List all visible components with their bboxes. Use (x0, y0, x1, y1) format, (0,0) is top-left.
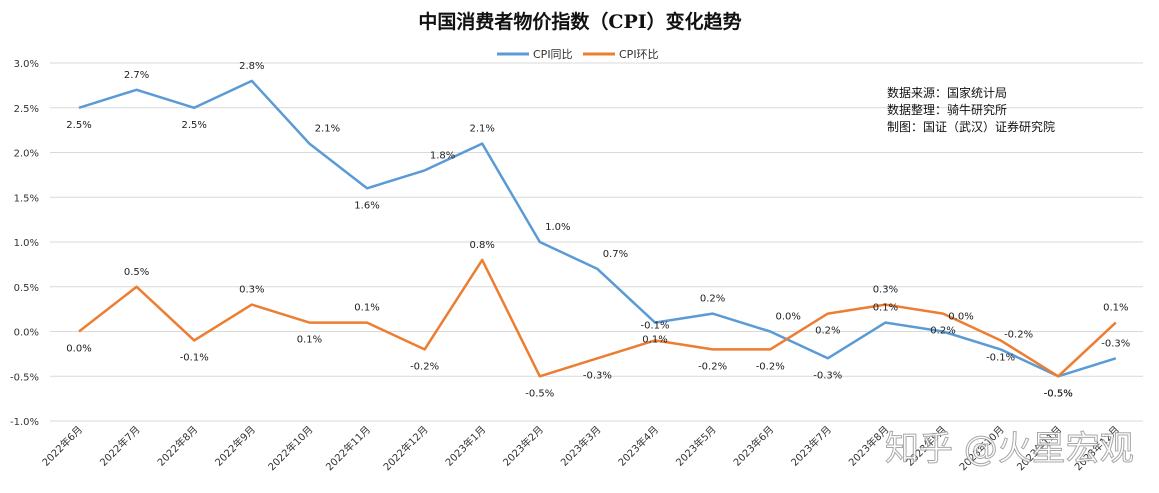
data-label-mom: -0.5% (525, 388, 554, 399)
legend-label-mom: CPI环比 (619, 48, 659, 61)
y-tick-label: 1.5% (14, 193, 39, 204)
data-label-mom: -0.2% (756, 361, 785, 372)
data-label-mom: -0.5% (1044, 388, 1073, 399)
data-label-mom: 0.3% (239, 285, 264, 296)
data-label-yoy: -0.3% (813, 370, 842, 381)
watermark: 知乎 @火星宏观 (885, 429, 1134, 469)
series-group (78, 79, 1117, 378)
y-tick-label: 2.5% (14, 104, 39, 115)
data-label-yoy: -0.2% (1004, 329, 1033, 340)
note-compiler: 数据整理：骑牛研究所 (887, 102, 1007, 117)
data-label-yoy: 0.0% (948, 312, 973, 323)
y-axis: 3.0% 2.5% 2.0% 1.5% 1.0% 0.5% 0.0% -0.5% -1.0% (10, 59, 39, 428)
data-label-mom: -0.1% (640, 320, 669, 331)
data-label-yoy: 1.0% (545, 222, 570, 233)
x-tick-label: 2023年6月 (730, 423, 776, 469)
y-tick-label: 1.0% (14, 238, 39, 249)
data-label-mom: -0.1% (986, 352, 1015, 363)
data-label-yoy: 1.8% (430, 150, 455, 161)
series-line-mom (78, 258, 1117, 378)
data-label-mom: 0.8% (469, 240, 494, 251)
data-label-yoy: 0.0% (775, 312, 800, 323)
data-label-mom: -0.2% (410, 361, 439, 372)
data-label-yoy: -0.5% (1044, 388, 1073, 399)
x-tick-label: 2023年4月 (615, 423, 661, 469)
data-label-yoy: 0.1% (642, 335, 667, 346)
grid-lines (50, 62, 1143, 422)
data-label-mom: 0.1% (1103, 303, 1128, 314)
chart-title: 中国消费者物价指数（CPI）变化趋势 (418, 10, 741, 33)
data-label-mom: 0.1% (297, 335, 322, 346)
data-label-yoy: 1.6% (354, 200, 379, 211)
y-tick-label: 3.0% (14, 59, 39, 70)
x-tick-label: 2022年12月 (380, 423, 430, 473)
y-tick-label: -0.5% (10, 372, 39, 383)
data-label-yoy: 0.1% (873, 303, 898, 314)
x-tick-label: 2023年3月 (558, 423, 604, 469)
data-labels: 2.5% 2.7% 2.5% 2.8% 2.1% 1.6% 1.8% 2.1% 1.0% 0.7%… (66, 61, 1130, 399)
y-tick-label: 0.5% (14, 283, 39, 294)
x-tick-label: 2022年10月 (265, 423, 315, 473)
x-tick-label: 2022年6月 (39, 423, 85, 469)
data-label-yoy: 0.2% (700, 294, 725, 305)
y-tick-label: 2.0% (14, 149, 39, 160)
data-label-mom: 0.0% (66, 344, 91, 355)
data-label-mom: 0.2% (930, 326, 955, 337)
series-line-yoy (78, 79, 1117, 378)
data-label-yoy: -0.3% (1101, 338, 1130, 349)
data-label-yoy: 2.1% (469, 124, 494, 135)
data-label-mom: -0.2% (698, 361, 727, 372)
note-source: 数据来源：国家统计局 (887, 85, 1007, 100)
y-tick-label: 0.0% (14, 328, 39, 339)
y-tick-label: -1.0% (10, 417, 39, 428)
x-tick-label: 2023年5月 (673, 423, 719, 469)
legend-label-yoy: CPI同比 (533, 48, 573, 61)
x-tick-label: 2022年7月 (97, 423, 143, 469)
data-label-mom: 0.1% (354, 303, 379, 314)
x-tick-label: 2023年1月 (442, 423, 488, 469)
data-label-yoy: 0.7% (603, 249, 628, 260)
x-tick-label: 2022年11月 (323, 423, 373, 473)
data-label-mom: 0.2% (815, 326, 840, 337)
x-tick-label: 2022年8月 (154, 423, 200, 469)
data-label-yoy: 2.5% (66, 120, 91, 131)
legend: CPI同比 CPI环比 (497, 48, 659, 61)
data-label-yoy: 2.1% (315, 124, 340, 135)
x-tick-label: 2023年2月 (500, 423, 546, 469)
x-tick-label: 2023年7月 (788, 423, 834, 469)
data-label-yoy: 2.7% (124, 70, 149, 81)
x-tick-label: 2022年9月 (212, 423, 258, 469)
source-notes: 数据来源：国家统计局 数据整理：骑牛研究所 制图：国证（武汉）证券研究院 (887, 85, 1055, 134)
data-label-yoy: 2.5% (181, 120, 206, 131)
data-label-mom: -0.3% (583, 370, 612, 381)
data-label-mom: 0.5% (124, 267, 149, 278)
note-maker: 制图：国证（武汉）证券研究院 (887, 119, 1055, 134)
data-label-yoy: 2.8% (239, 61, 264, 72)
data-label-mom: -0.1% (180, 352, 209, 363)
data-label-mom: 0.3% (873, 285, 898, 296)
